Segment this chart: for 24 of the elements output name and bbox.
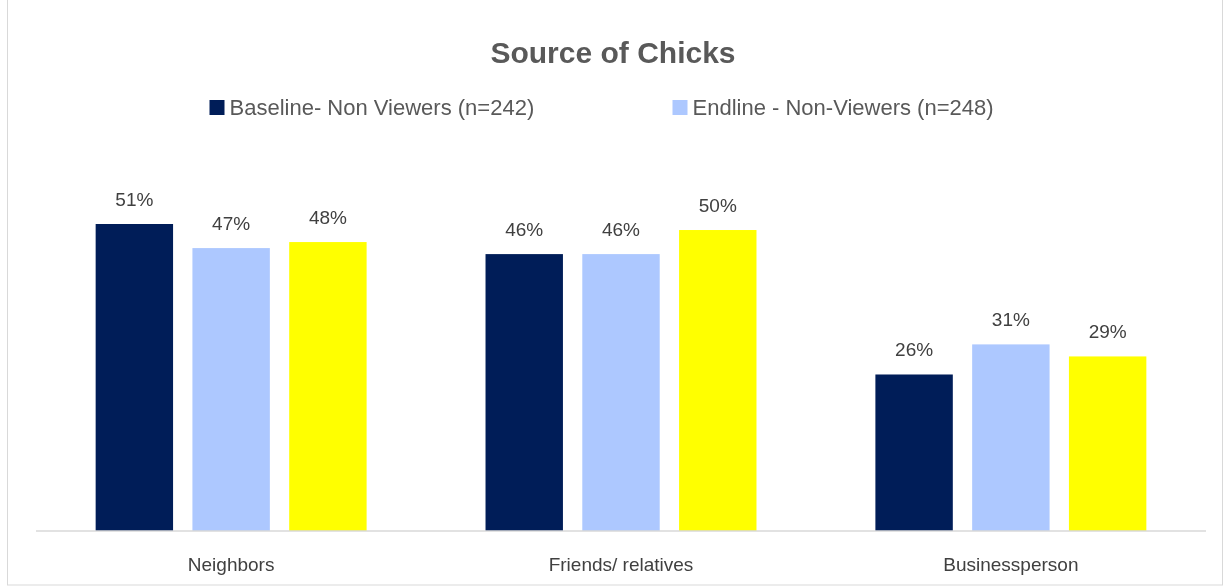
bar: [192, 248, 270, 531]
x-tick-label: Businessperson: [943, 554, 1079, 575]
chart-title: Source of Chicks: [490, 36, 736, 69]
bar: [95, 224, 174, 531]
bar: [485, 254, 563, 531]
data-label: 48%: [308, 207, 348, 229]
data-label: 51%: [115, 189, 154, 210]
x-tick-label: Neighbors: [187, 554, 275, 575]
data-label: 46%: [505, 219, 544, 241]
data-label: 31%: [991, 309, 1030, 331]
legend-label: Baseline- Non Viewers (n=242): [229, 94, 535, 120]
data-label: 46%: [601, 219, 641, 241]
data-label: 50%: [698, 195, 737, 217]
bar: [875, 374, 953, 531]
x-tick-label: Friends/ relatives: [548, 554, 694, 575]
bar: [679, 230, 757, 531]
bar: [972, 344, 1050, 531]
data-label: 26%: [895, 339, 934, 361]
data-label: 47%: [212, 213, 251, 235]
data-label: 29%: [1088, 321, 1127, 343]
bar: [1068, 356, 1147, 531]
bar: [582, 254, 660, 531]
legend-label: Endline - Non-Viewers (n=248): [692, 94, 994, 120]
bar: [289, 242, 367, 531]
